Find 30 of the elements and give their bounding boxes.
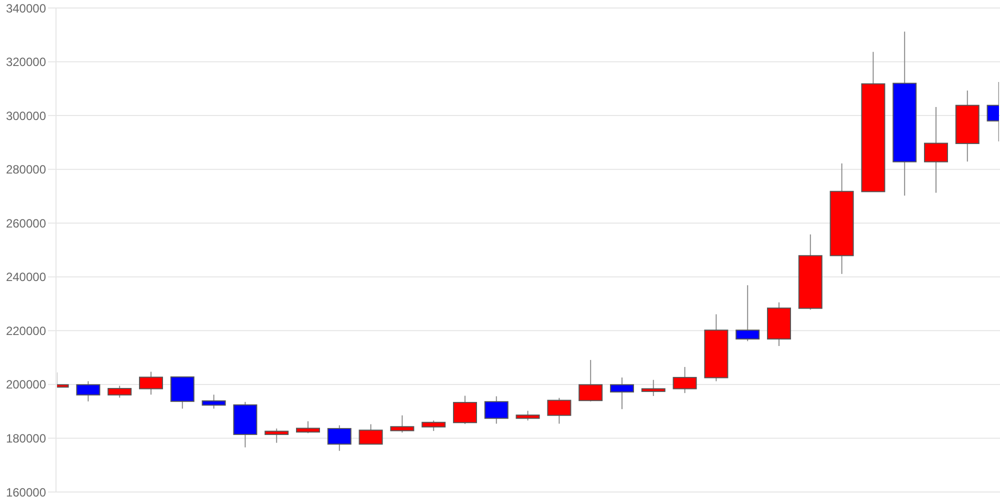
y-tick-label: 160000	[6, 485, 46, 500]
candlestick	[578, 359, 603, 402]
y-tick-label: 240000	[6, 270, 46, 284]
candlestick	[547, 397, 572, 424]
candlestick	[422, 420, 446, 432]
candlestick	[202, 394, 226, 410]
y-tick-label: 260000	[6, 216, 46, 230]
candlestick	[390, 414, 414, 434]
candlestick	[484, 396, 508, 424]
candlestick	[358, 424, 383, 445]
candlestick	[924, 106, 948, 194]
y-tick-label: 320000	[6, 55, 46, 70]
candlestick	[296, 420, 320, 434]
y-tick-label: 300000	[6, 108, 46, 123]
candlestick	[610, 376, 634, 410]
candlestick	[76, 380, 100, 402]
candlestick	[108, 385, 132, 398]
y-tick-label: 200000	[6, 378, 46, 392]
candlestick	[327, 424, 352, 452]
y-tick-label: 220000	[6, 324, 46, 338]
candlestick	[139, 371, 163, 396]
y-tick-label: 340000	[6, 1, 46, 16]
candlestick	[736, 284, 760, 342]
candlestick	[516, 410, 540, 421]
y-tick-label: 180000	[6, 431, 46, 446]
y-tick-label: 280000	[6, 162, 46, 177]
candlestick	[264, 428, 289, 444]
candlestick	[453, 395, 477, 424]
candlestick	[672, 366, 697, 394]
candlestick	[641, 379, 666, 397]
